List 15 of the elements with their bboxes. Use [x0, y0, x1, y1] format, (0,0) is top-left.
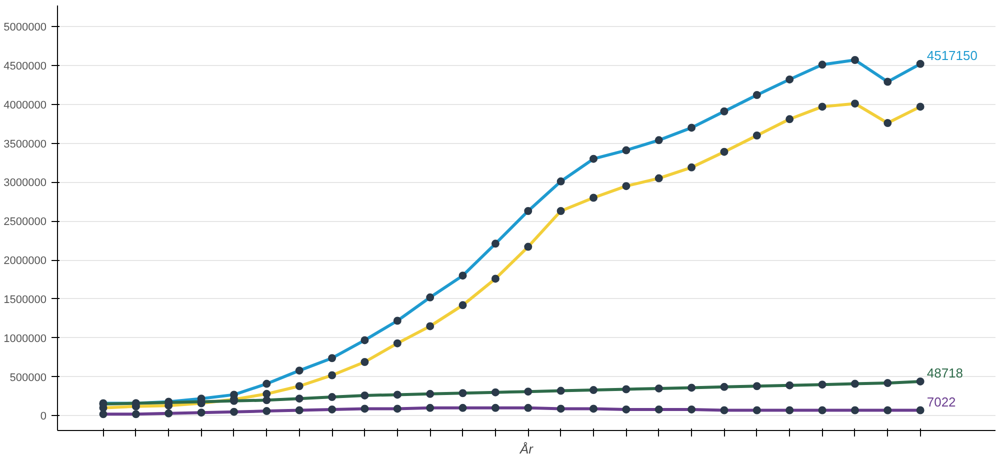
annotation: 48718	[926, 365, 964, 380]
y-tick-label: 5000000	[4, 22, 47, 34]
x-axis-title: År	[519, 442, 534, 456]
y-tick-label: 500000	[10, 372, 47, 384]
y-tick-label: 4500000	[4, 60, 47, 72]
y-tick-label: 2500000	[4, 216, 47, 228]
annotation: 4517150	[926, 48, 978, 63]
y-tick-label: 4000000	[4, 99, 47, 112]
y-tick-label: 2000000	[4, 255, 47, 268]
y-tick-label: 3000000	[4, 177, 47, 190]
y-tick-label: 1500000	[4, 294, 47, 306]
y-tick-label: 3500000	[4, 138, 47, 150]
y-tick-label: 1000000	[4, 332, 47, 345]
y-tick-label: 0	[40, 410, 47, 423]
annotation: 7022	[926, 394, 956, 410]
